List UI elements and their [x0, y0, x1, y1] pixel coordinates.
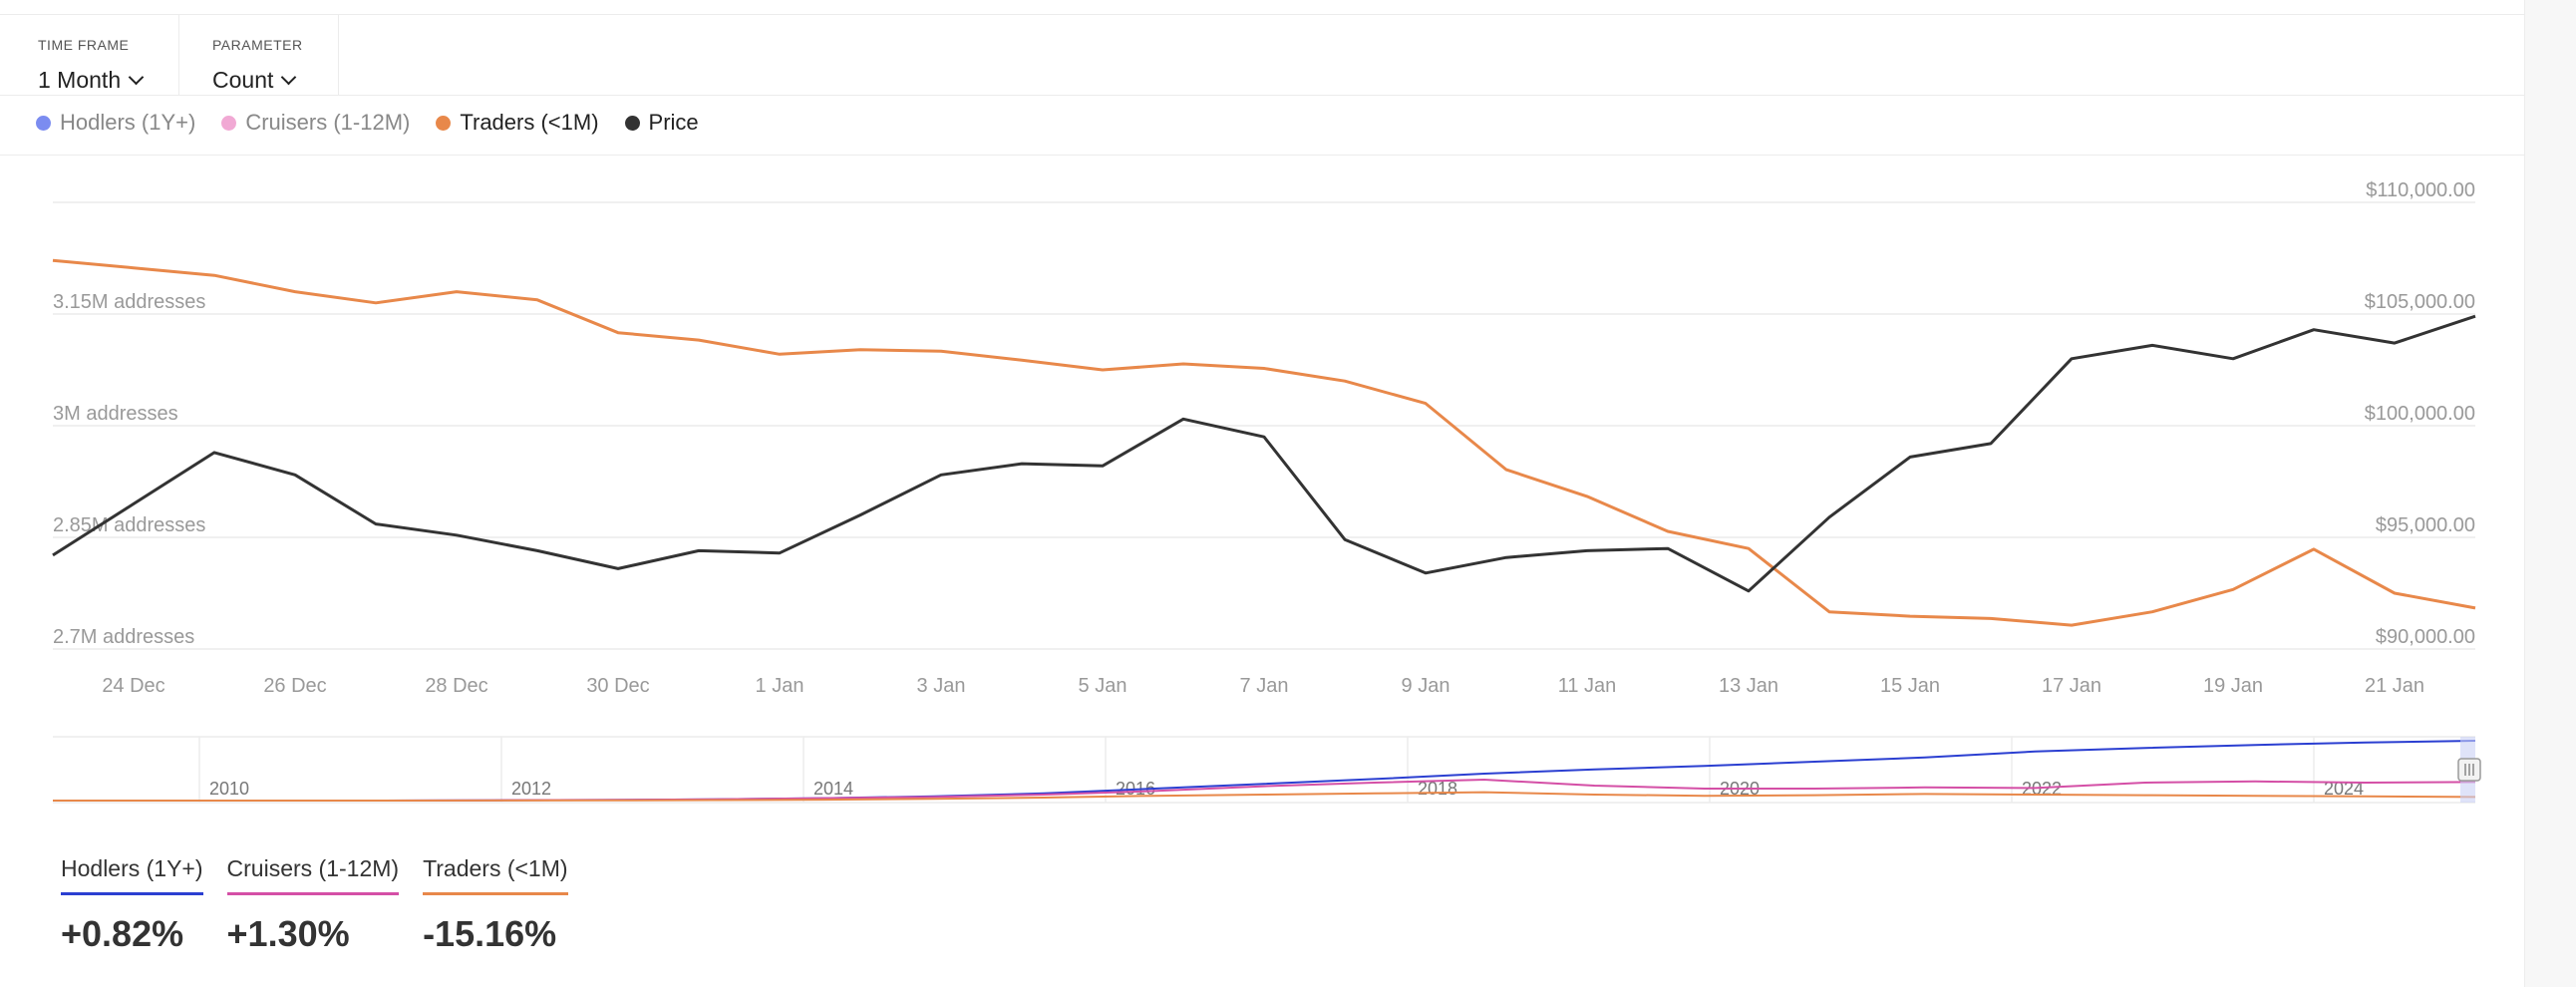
parameter-label: PARAMETER	[212, 37, 303, 53]
x-tick-label: 3 Jan	[917, 675, 966, 697]
x-tick-label: 28 Dec	[425, 675, 487, 697]
x-tick-label: 19 Jan	[2203, 675, 2263, 697]
left-axis-tick-label: 2.7M addresses	[53, 626, 194, 648]
navigator-year-label: 2024	[2324, 779, 2364, 799]
change-stats: Hodlers (1Y+) +0.82% Cruisers (1-12M) +1…	[61, 855, 568, 955]
stat-underline	[61, 892, 203, 895]
divider	[0, 155, 2524, 156]
legend-dot-icon	[624, 115, 640, 131]
stat-label: Traders (<1M)	[423, 855, 568, 881]
divider	[0, 95, 2524, 96]
stat-value: +1.30%	[226, 913, 350, 954]
right-axis-tick-label: $100,000.00	[2365, 403, 2475, 425]
timeframe-label: TIME FRAME	[38, 37, 130, 53]
x-tick-label: 26 Dec	[263, 675, 326, 697]
legend-label: Price	[648, 110, 699, 135]
left-axis-tick-label: 2.85M addresses	[53, 514, 205, 536]
parameter-control[interactable]: PARAMETER Count	[179, 15, 339, 95]
navigator-series-line	[53, 740, 2476, 802]
x-tick-label: 7 Jan	[1240, 675, 1289, 697]
series-line-traders-1m-	[52, 258, 2476, 627]
legend-item-cruisers[interactable]: Cruisers (1-12M)	[221, 110, 410, 136]
stat-label: Hodlers (1Y+)	[61, 855, 203, 881]
legend-dot-icon	[36, 115, 51, 131]
parameter-dropdown[interactable]: Count	[212, 67, 302, 94]
right-axis-tick-label: $90,000.00	[2376, 626, 2475, 648]
right-axis-tick-label: $110,000.00	[2366, 179, 2475, 201]
stat-label: Cruisers (1-12M)	[226, 855, 400, 881]
chevron-down-icon	[281, 69, 297, 86]
x-tick-label: 5 Jan	[1079, 675, 1127, 697]
timeframe-control[interactable]: TIME FRAME 1 Month	[0, 15, 179, 95]
navigator-year-label: 2010	[209, 779, 249, 799]
x-tick-label: 17 Jan	[2042, 675, 2101, 697]
timeframe-value: 1 Month	[38, 67, 122, 93]
navigator-handle[interactable]	[2457, 758, 2481, 782]
legend-item-price[interactable]: Price	[624, 110, 699, 136]
navigator-year-label: 2012	[511, 779, 551, 799]
x-tick-label: 24 Dec	[102, 675, 164, 697]
navigator-series-line	[53, 778, 2476, 802]
stat-cruisers: Cruisers (1-12M) +1.30%	[226, 855, 400, 955]
x-tick-label: 11 Jan	[1558, 675, 1617, 697]
navigator-year-label: 2014	[813, 779, 853, 799]
x-tick-label: 21 Jan	[2365, 675, 2424, 697]
chevron-down-icon	[128, 69, 145, 86]
legend-dot-icon	[436, 115, 452, 131]
main-chart[interactable]: $110,000.00 $105,000.00 $100,000.00 $95,000…	[0, 156, 2524, 714]
parameter-value: Count	[212, 67, 274, 93]
legend-label: Traders (<1M)	[460, 110, 599, 135]
stat-hodlers: Hodlers (1Y+) +0.82%	[61, 855, 203, 955]
stat-traders: Traders (<1M) -15.16%	[423, 855, 568, 955]
right-axis-tick-label: $105,000.00	[2365, 291, 2475, 313]
series-line-price	[52, 314, 2476, 593]
left-axis-tick-label: 3M addresses	[53, 403, 178, 425]
top-divider	[0, 14, 2524, 15]
stat-value: +0.82%	[61, 913, 184, 954]
legend-label: Cruisers (1-12M)	[245, 110, 411, 135]
stat-underline	[423, 892, 568, 895]
page-margin	[2525, 0, 2576, 987]
timeframe-dropdown[interactable]: 1 Month	[38, 67, 145, 94]
x-tick-label: 13 Jan	[1719, 675, 1778, 697]
stat-underline	[226, 892, 400, 895]
legend-label: Hodlers (1Y+)	[60, 110, 196, 135]
navigator-series-line	[53, 791, 2476, 802]
x-tick-label: 9 Jan	[1402, 675, 1450, 697]
x-tick-label: 1 Jan	[756, 675, 805, 697]
legend-dot-icon	[221, 115, 237, 131]
left-axis-tick-label: 3.15M addresses	[53, 291, 205, 313]
range-navigator[interactable]: 2010 2012 2014 2016 2018 2020 2022 2024	[0, 733, 2524, 813]
stat-value: -15.16%	[423, 913, 557, 954]
legend-item-traders[interactable]: Traders (<1M)	[436, 110, 599, 136]
chart-legend: Hodlers (1Y+) Cruisers (1-12M) Traders (…	[36, 110, 699, 136]
right-axis-tick-label: $95,000.00	[2376, 514, 2475, 536]
x-tick-label: 30 Dec	[586, 675, 649, 697]
legend-item-hodlers[interactable]: Hodlers (1Y+)	[36, 110, 195, 136]
x-tick-label: 15 Jan	[1880, 675, 1940, 697]
controls-bar: TIME FRAME 1 Month PARAMETER Count	[0, 15, 339, 95]
